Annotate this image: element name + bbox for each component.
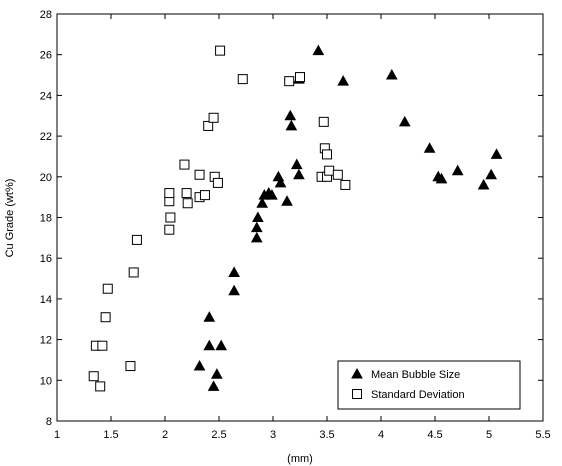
y-tick-label: 10 (40, 375, 52, 387)
data-point-mean-bubble-size (385, 69, 398, 80)
data-point-standard-deviation (199, 190, 210, 201)
y-axis-label: Cu Grade (wt%) (4, 179, 16, 258)
x-tick-label: 4 (378, 429, 384, 441)
y-tick-label: 12 (40, 335, 52, 347)
data-point-mean-bubble-size (490, 148, 503, 159)
data-point-standard-deviation (125, 361, 136, 372)
data-point-mean-bubble-size (423, 142, 436, 153)
data-point-mean-bubble-size (228, 266, 240, 277)
y-tick-label: 26 (40, 50, 52, 62)
data-point-mean-bubble-size (203, 311, 216, 322)
data-point-standard-deviation (179, 159, 190, 170)
x-tick-label: 2.5 (211, 429, 226, 441)
y-tick-label: 20 (40, 172, 52, 184)
data-point-mean-bubble-size (281, 195, 293, 206)
data-point-mean-bubble-size (451, 164, 464, 176)
data-point-mean-bubble-size (215, 339, 228, 351)
legend-label-standard-deviation: Standard Deviation (371, 389, 465, 401)
x-tick-label: 5.5 (535, 429, 550, 441)
data-point-mean-bubble-size (250, 231, 263, 243)
x-tick-label: 3.5 (319, 429, 334, 441)
x-tick-label: 3 (270, 429, 276, 441)
data-point-mean-bubble-size (274, 176, 287, 188)
y-tick-label: 14 (40, 294, 52, 306)
y-tick-label: 16 (40, 253, 52, 265)
data-point-standard-deviation (164, 224, 175, 235)
x-tick-label: 1 (54, 429, 60, 441)
data-point-mean-bubble-size (256, 197, 269, 208)
data-point-standard-deviation (128, 267, 139, 278)
x-tick-label: 1.5 (103, 429, 118, 441)
data-point-standard-deviation (164, 188, 175, 199)
data-point-standard-deviation (324, 165, 335, 176)
data-point-standard-deviation (322, 149, 332, 160)
data-point-mean-bubble-size (435, 172, 448, 184)
legend-marker-mean-bubble-size (351, 367, 363, 379)
data-point-mean-bubble-size (337, 75, 350, 86)
data-point-standard-deviation (203, 120, 214, 131)
data-point-mean-bubble-size (207, 380, 220, 391)
data-point-mean-bubble-size (266, 189, 278, 200)
data-point-mean-bubble-size (285, 119, 298, 131)
legend: Mean Bubble Size Standard Deviation (337, 360, 521, 410)
data-point-standard-deviation (182, 198, 193, 209)
legend-square-icon (352, 389, 362, 399)
x-tick-label: 4.5 (427, 429, 442, 441)
data-point-standard-deviation (340, 179, 351, 190)
legend-box (337, 360, 521, 410)
data-point-standard-deviation (237, 74, 248, 85)
y-tick-label: 22 (40, 131, 52, 143)
x-tick-label: 2 (162, 429, 168, 441)
data-markers (88, 44, 503, 392)
data-point-mean-bubble-size (398, 115, 411, 127)
x-axis: 1 1.5 2 2.5 3 3.5 4 4.5 5 5.5 (54, 14, 551, 441)
data-point-mean-bubble-size (284, 109, 297, 121)
data-point-standard-deviation (215, 45, 226, 56)
data-point-standard-deviation (97, 340, 108, 351)
data-point-mean-bubble-size (193, 360, 206, 371)
data-point-standard-deviation (284, 76, 295, 87)
data-point-standard-deviation (295, 72, 305, 83)
y-tick-label: 24 (40, 90, 52, 102)
data-point-standard-deviation (165, 212, 176, 223)
data-point-standard-deviation (332, 169, 343, 180)
data-point-standard-deviation (181, 188, 192, 199)
data-point-mean-bubble-size (293, 168, 305, 180)
data-point-mean-bubble-size (477, 178, 490, 190)
data-point-mean-bubble-size (210, 368, 223, 379)
legend-label-mean-bubble-size: Mean Bubble Size (371, 369, 460, 381)
data-point-standard-deviation (318, 116, 329, 127)
data-point-standard-deviation (131, 234, 142, 245)
y-axis: 8 10 12 14 16 18 20 22 24 26 28 (40, 9, 543, 428)
data-point-mean-bubble-size (228, 284, 240, 296)
data-point-standard-deviation (102, 283, 113, 294)
data-point-mean-bubble-size (485, 168, 498, 180)
y-tick-label: 8 (46, 416, 52, 428)
data-point-standard-deviation (208, 112, 219, 123)
y-tick-label: 18 (40, 213, 52, 225)
data-point-standard-deviation (100, 312, 111, 323)
data-point-mean-bubble-size (312, 44, 325, 56)
x-tick-label: 5 (486, 429, 492, 441)
data-point-mean-bubble-size (250, 221, 263, 233)
data-point-mean-bubble-size (203, 339, 216, 351)
legend-triangle-icon (351, 367, 363, 379)
data-point-mean-bubble-size (252, 211, 264, 222)
data-point-standard-deviation (212, 177, 223, 188)
y-tick-label: 28 (40, 9, 52, 21)
data-point-standard-deviation (194, 169, 205, 180)
legend-marker-standard-deviation (352, 389, 362, 399)
data-point-standard-deviation (95, 381, 106, 392)
data-point-standard-deviation (88, 371, 99, 382)
data-point-mean-bubble-size (290, 158, 303, 170)
x-axis-label: (mm) (287, 453, 313, 465)
